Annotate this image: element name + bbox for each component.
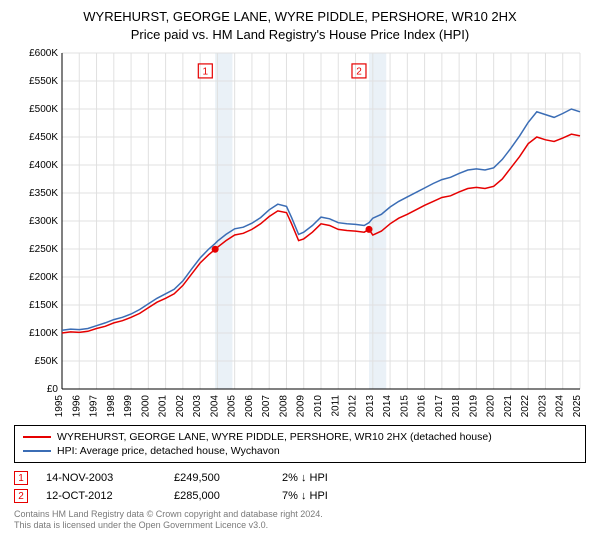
x-tick-label: 2000 <box>140 395 151 418</box>
chart-svg: £0 £50K £100K £150K £200K £250K £300K £350K £400… <box>14 49 586 419</box>
sale-row: 2 12-OCT-2012 £285,000 7% ↓ HPI <box>14 487 586 505</box>
y-tick-label: £550K <box>29 76 58 87</box>
chart-title: WYREHURST, GEORGE LANE, WYRE PIDDLE, PER… <box>14 8 586 43</box>
sale-price: £249,500 <box>174 472 264 484</box>
footer-line-1: Contains HM Land Registry data © Crown c… <box>14 509 586 520</box>
legend-swatch <box>23 450 51 452</box>
legend-label: WYREHURST, GEORGE LANE, WYRE PIDDLE, PER… <box>57 431 492 443</box>
x-tick-label: 1998 <box>106 395 117 418</box>
y-tick-label: £150K <box>29 300 58 311</box>
x-tick-label: 2019 <box>468 395 479 418</box>
x-tick-label: 2022 <box>520 395 531 418</box>
x-tick-label: 2018 <box>451 395 462 418</box>
x-tick-label: 1996 <box>71 395 82 418</box>
x-tick-label: 2023 <box>537 395 548 418</box>
sale-dot <box>212 246 219 253</box>
legend-swatch <box>23 436 51 438</box>
x-tick-label: 2013 <box>365 395 376 418</box>
y-tick-label: £200K <box>29 272 58 283</box>
x-tick-label: 2009 <box>296 395 307 418</box>
x-tick-label: 2024 <box>555 395 566 418</box>
x-tick-label: 2017 <box>434 395 445 418</box>
sale-date: 14-NOV-2003 <box>46 472 156 484</box>
footer-line-2: This data is licensed under the Open Gov… <box>14 520 586 531</box>
x-tick-label: 2012 <box>348 395 359 418</box>
x-tick-label: 2021 <box>503 395 514 418</box>
x-tick-label: 2004 <box>209 395 220 418</box>
legend: WYREHURST, GEORGE LANE, WYRE PIDDLE, PER… <box>14 425 586 463</box>
sale-delta: 2% ↓ HPI <box>282 472 328 484</box>
title-line-1: WYREHURST, GEORGE LANE, WYRE PIDDLE, PER… <box>14 8 586 26</box>
sale-marker: 2 <box>14 489 28 503</box>
x-tick-label: 1995 <box>54 395 65 418</box>
sale-marker-label: 2 <box>356 67 362 78</box>
y-tick-label: £500K <box>29 104 58 115</box>
sale-marker: 1 <box>14 471 28 485</box>
legend-row: HPI: Average price, detached house, Wych… <box>23 444 577 458</box>
sale-marker-label: 1 <box>203 67 209 78</box>
sale-date: 12-OCT-2012 <box>46 490 156 502</box>
x-tick-label: 2020 <box>486 395 497 418</box>
x-tick-label: 2005 <box>227 395 238 418</box>
x-tick-label: 2001 <box>158 395 169 418</box>
title-line-2: Price paid vs. HM Land Registry's House … <box>14 26 586 44</box>
x-tick-label: 2006 <box>244 395 255 418</box>
y-tick-label: £400K <box>29 160 58 171</box>
x-tick-label: 2002 <box>175 395 186 418</box>
y-tick-label: £300K <box>29 216 58 227</box>
x-tick-label: 2003 <box>192 395 203 418</box>
y-tick-label: £350K <box>29 188 58 199</box>
x-tick-label: 2007 <box>261 395 272 418</box>
y-tick-label: £600K <box>29 49 58 59</box>
sale-price: £285,000 <box>174 490 264 502</box>
x-tick-label: 2025 <box>572 395 583 418</box>
y-tick-label: £250K <box>29 244 58 255</box>
x-tick-label: 2016 <box>417 395 428 418</box>
sales-table: 1 14-NOV-2003 £249,500 2% ↓ HPI 2 12-OCT-2012… <box>14 469 586 505</box>
sale-delta: 7% ↓ HPI <box>282 490 328 502</box>
y-tick-label: £450K <box>29 132 58 143</box>
sale-dot <box>366 226 373 233</box>
legend-label: HPI: Average price, detached house, Wych… <box>57 445 280 457</box>
price-chart: £0 £50K £100K £150K £200K £250K £300K £350K £400… <box>14 49 586 419</box>
legend-row: WYREHURST, GEORGE LANE, WYRE PIDDLE, PER… <box>23 430 577 444</box>
y-tick-label: £0 <box>47 384 59 395</box>
x-tick-label: 1997 <box>89 395 100 418</box>
x-tick-label: 1999 <box>123 395 134 418</box>
sale-row: 1 14-NOV-2003 £249,500 2% ↓ HPI <box>14 469 586 487</box>
x-tick-label: 2011 <box>330 395 341 417</box>
y-tick-label: £50K <box>35 356 59 367</box>
footer-attribution: Contains HM Land Registry data © Crown c… <box>14 509 586 532</box>
x-tick-label: 2008 <box>278 395 289 418</box>
x-tick-label: 2015 <box>399 395 410 418</box>
y-tick-label: £100K <box>29 328 58 339</box>
x-tick-label: 2014 <box>382 395 393 418</box>
x-tick-label: 2010 <box>313 395 324 418</box>
